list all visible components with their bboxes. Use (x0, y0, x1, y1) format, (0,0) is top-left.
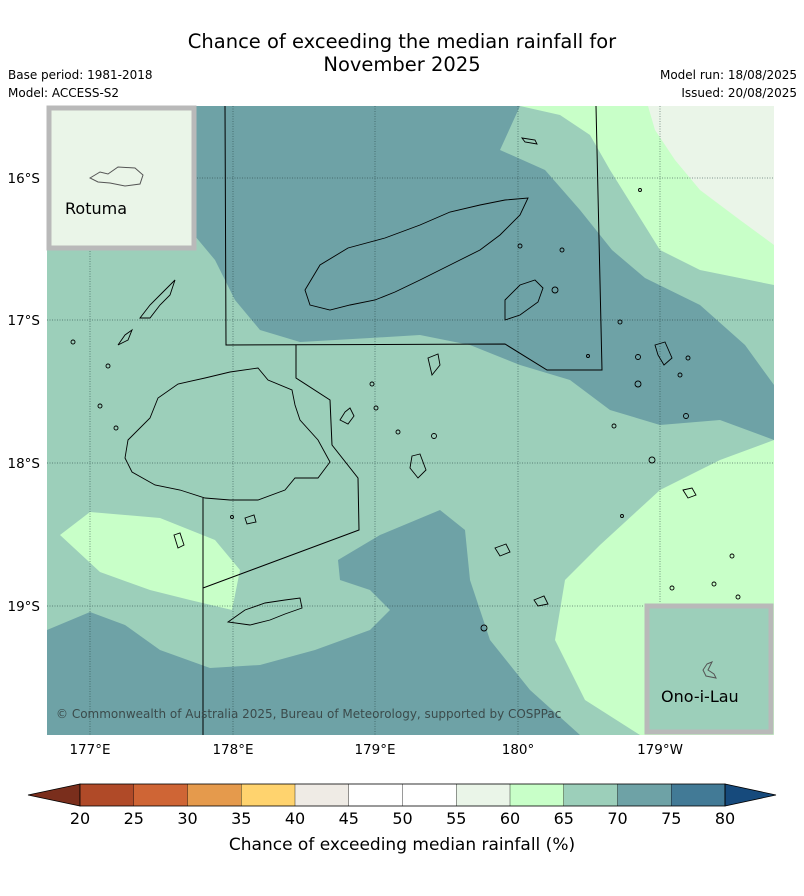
colorbar-tick-75: 75 (661, 809, 681, 828)
colorbar-ticks: 20 25 30 35 40 45 50 55 60 65 70 75 80 (70, 809, 735, 828)
colorbar-extend-high (724, 783, 777, 807)
chart-title: Chance of exceeding the median rainfall … (0, 30, 804, 76)
colorbar-segment-70-75 (617, 784, 672, 806)
colorbar-tick-40: 40 (285, 809, 305, 828)
colorbar-segment-30-35 (187, 784, 242, 806)
colorbar-tick-60: 60 (500, 809, 520, 828)
colorbar-tick-50: 50 (392, 809, 412, 828)
zone-boundaries (202, 106, 603, 735)
issued-date: Issued: 20/08/2025 (681, 86, 797, 100)
inset-rotuma-frame (46, 105, 197, 251)
lat-label-18s: 18°S (8, 456, 41, 472)
longitude-labels: 177°E 178°E 179°E 180° 179°W (69, 742, 682, 758)
colorbar-segment-35-40 (241, 784, 295, 806)
inset-onoilau-label: Ono-i-Lau (661, 687, 739, 706)
colorbar-segment-20-25 (80, 784, 134, 806)
colorbar-segment-55-60 (456, 784, 510, 806)
meta-left: Base period: 1981-2018 Model: ACCESS-S2 (8, 66, 153, 102)
colorbar-tick-20: 20 (70, 809, 90, 828)
colorbar-label: Chance of exceeding median rainfall (%) (229, 835, 575, 855)
colorbar-segment-25-30 (133, 784, 188, 806)
rain-band-70-75-south (47, 510, 580, 735)
colorbar-tick-35: 35 (231, 809, 251, 828)
latitude-labels: 16°S 17°S 18°S 19°S (8, 171, 41, 615)
colorbar-tick-55: 55 (446, 809, 466, 828)
onoilau-island-outline (702, 661, 717, 679)
lat-label-16s: 16°S (8, 171, 41, 187)
rain-band-60-65-southwest (60, 512, 240, 610)
colorbar-segment-65-70 (563, 784, 618, 806)
rain-band-70-75-north (47, 106, 774, 440)
meta-right: Model run: 18/08/2025 Issued: 20/08/2025 (660, 66, 797, 102)
lon-label-179e: 179°E (354, 742, 395, 758)
colorbar-segment-75-80 (671, 784, 725, 806)
colorbar-border (79, 783, 726, 807)
lat-label-19s: 19°S (8, 599, 41, 615)
lon-label-179w: 179°W (637, 742, 683, 758)
lon-label-178e: 178°E (212, 742, 253, 758)
colorbar-segment-45-50 (348, 784, 403, 806)
coastlines (70, 137, 741, 632)
lon-label-177e: 177°E (69, 742, 110, 758)
colorbar-tick-80: 80 (715, 809, 735, 828)
colorbar-tick-70: 70 (607, 809, 627, 828)
colorbar-tick-25: 25 (124, 809, 144, 828)
colorbar-tick-30: 30 (177, 809, 197, 828)
title-line-2: November 2025 (323, 53, 481, 76)
inset-onoilau[interactable]: Ono-i-Lau (644, 603, 774, 735)
title-line-1: Chance of exceeding the median rainfall … (187, 30, 617, 53)
colorbar-tick-45: 45 (339, 809, 359, 828)
inset-rotuma-label: Rotuma (65, 199, 127, 218)
model-run: Model run: 18/08/2025 (659, 68, 797, 82)
lat-label-17s: 17°S (8, 313, 41, 329)
inset-rotuma[interactable]: Rotuma (46, 105, 197, 251)
rotuma-island-outline (88, 166, 144, 187)
lon-label-180: 180° (502, 742, 535, 758)
colorbar-segment-40-45 (295, 784, 349, 806)
rain-band-55-60-northeast (648, 106, 774, 245)
colorbar-extend-low (27, 783, 81, 807)
credit-text: © Commonwealth of Australia 2025, Bureau… (56, 707, 561, 721)
model-name: Model: ACCESS-S2 (8, 86, 120, 100)
colorbar (27, 783, 777, 807)
base-period: Base period: 1981-2018 (8, 68, 153, 82)
colorbar-segment-60-65 (510, 784, 564, 806)
colorbar-tick-65: 65 (554, 809, 574, 828)
colorbar-segment-50-55 (402, 784, 457, 806)
